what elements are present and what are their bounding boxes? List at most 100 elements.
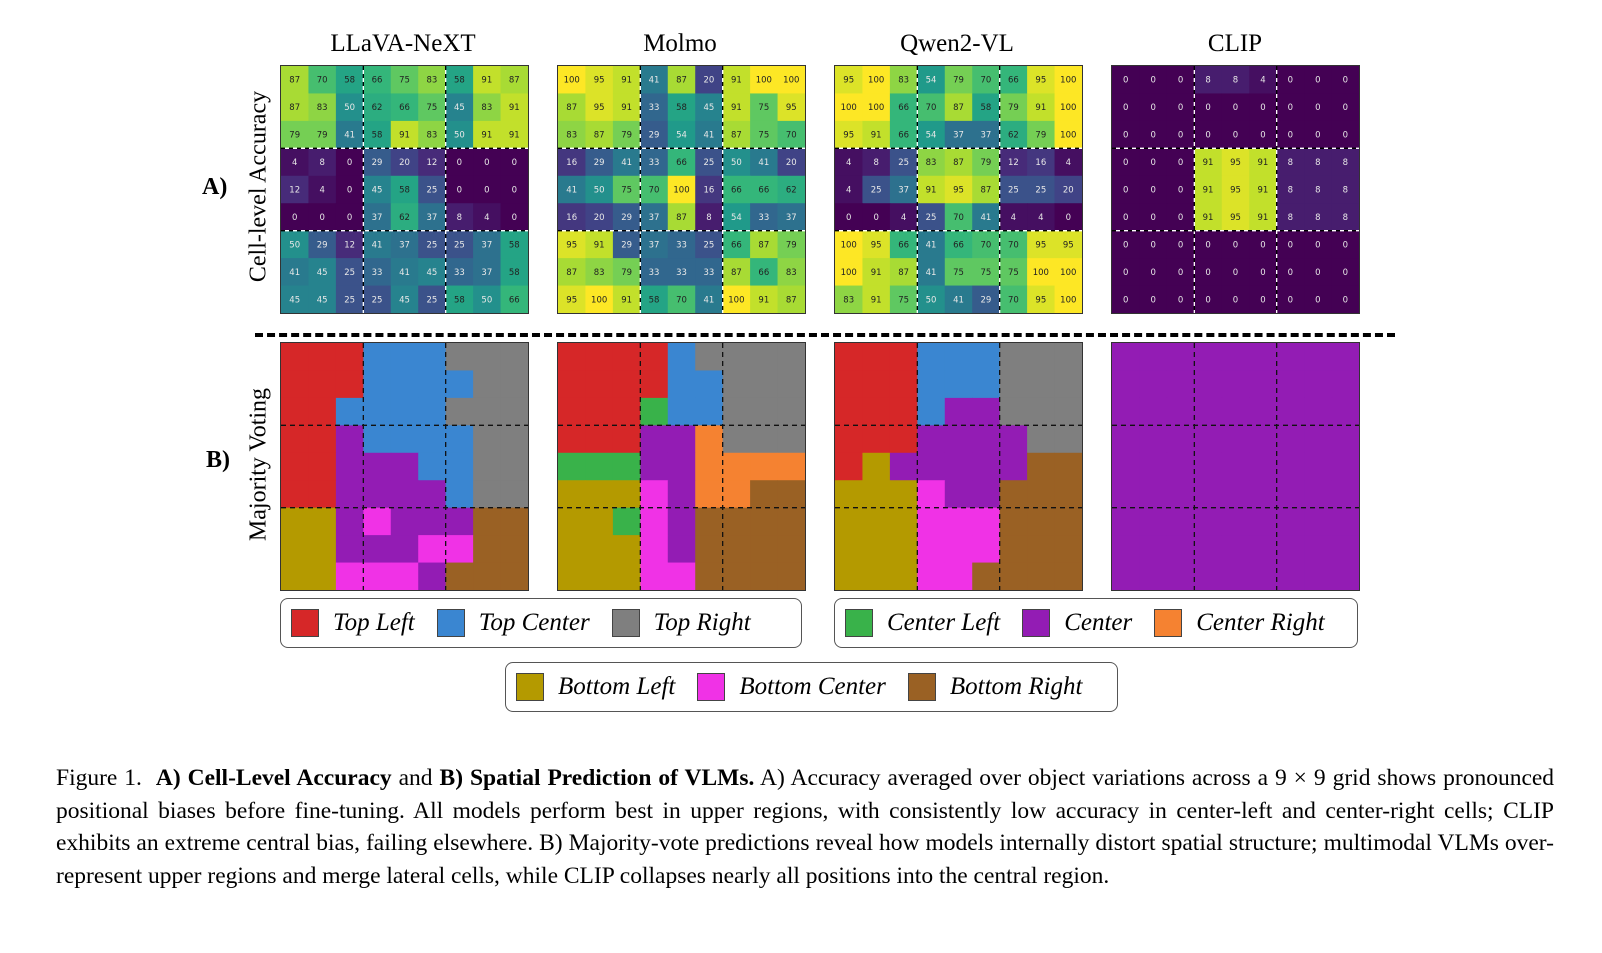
- accuracy-cell: [862, 66, 891, 94]
- vote-cell: [1194, 425, 1223, 454]
- accuracy-cell: [917, 203, 946, 232]
- accuracy-cell: [1139, 148, 1168, 177]
- vote-cell: [944, 480, 973, 509]
- accuracy-cell: [335, 148, 364, 177]
- vote-cell: [695, 507, 724, 536]
- accuracy-cell: [473, 175, 502, 204]
- accuracy-cell: [695, 285, 724, 313]
- accuracy-cell: [1139, 120, 1168, 149]
- accuracy-cell: [1249, 175, 1278, 204]
- accuracy-cell: [473, 285, 502, 313]
- vote-cell: [722, 535, 751, 564]
- vote-cell: [390, 425, 419, 454]
- accuracy-cell: [473, 148, 502, 177]
- accuracy-cell: [695, 66, 724, 94]
- accuracy-cell-label: 50: [926, 295, 937, 305]
- accuracy-cell: [722, 148, 751, 177]
- accuracy-cell: [500, 175, 528, 204]
- accuracy-cell-label: 0: [1150, 213, 1155, 223]
- accuracy-cell: [612, 230, 641, 259]
- accuracy-cell-label: 25: [704, 158, 715, 168]
- accuracy-cell: [390, 120, 419, 149]
- vote-cell: [750, 562, 779, 590]
- accuracy-cell-label: 45: [399, 295, 410, 305]
- vote-cell: [999, 425, 1028, 454]
- accuracy-cell-label: 58: [372, 131, 383, 141]
- accuracy-cell: [862, 120, 891, 149]
- accuracy-cell: [917, 230, 946, 259]
- vote-cell: [445, 562, 474, 590]
- accuracy-cell-label: 8: [706, 213, 711, 223]
- accuracy-cell-label: 0: [1343, 76, 1348, 86]
- accuracy-cell-label: 87: [594, 131, 605, 141]
- accuracy-cell-label: 33: [704, 268, 715, 278]
- accuracy-cell: [1194, 230, 1223, 259]
- accuracy-cell: [640, 120, 669, 149]
- accuracy-cell: [418, 66, 447, 94]
- accuracy-cell-label: 100: [783, 76, 799, 86]
- accuracy-cell-label: 100: [1060, 76, 1076, 86]
- accuracy-cell-label: 37: [898, 186, 909, 196]
- accuracy-cell: [308, 93, 337, 122]
- vote-cell: [1027, 397, 1056, 426]
- accuracy-cell: [363, 93, 392, 122]
- vote-cell: [862, 535, 891, 564]
- legend-item: Bottom Right: [907, 673, 1083, 701]
- accuracy-cell: [667, 148, 696, 177]
- accuracy-cell-label: 8: [319, 158, 324, 168]
- voting-map-llava-next: [280, 342, 529, 591]
- accuracy-cell-label: 79: [621, 268, 632, 278]
- accuracy-cell-label: 95: [1230, 186, 1241, 196]
- accuracy-cell-label: 100: [591, 295, 607, 305]
- accuracy-cell: [972, 120, 1001, 149]
- vote-cell: [889, 562, 918, 590]
- accuracy-cell-label: 83: [317, 103, 328, 113]
- vote-cell: [1194, 452, 1223, 481]
- accuracy-cell: [335, 230, 364, 259]
- accuracy-cell-label: 75: [621, 186, 632, 196]
- vote-cell: [777, 507, 805, 536]
- accuracy-cell-label: 0: [1178, 186, 1183, 196]
- vote-cell: [1249, 343, 1278, 371]
- accuracy-cell-label: 45: [454, 103, 465, 113]
- accuracy-cell-label: 91: [871, 295, 882, 305]
- accuracy-cell: [1194, 175, 1223, 204]
- accuracy-cell: [445, 285, 474, 313]
- accuracy-cell-label: 54: [731, 213, 742, 223]
- accuracy-cell: [750, 258, 779, 287]
- accuracy-cell-label: 0: [484, 186, 489, 196]
- vote-cell: [889, 480, 918, 509]
- accuracy-cell: [1112, 258, 1140, 287]
- accuracy-cell-label: 0: [1233, 131, 1238, 141]
- vote-cell: [473, 507, 502, 536]
- accuracy-cell-label: 4: [901, 213, 906, 223]
- accuracy-cell-label: 91: [758, 295, 769, 305]
- accuracy-cell-label: 0: [1150, 295, 1155, 305]
- vote-cell: [1304, 562, 1333, 590]
- vote-cell: [777, 425, 805, 454]
- accuracy-cell: [1166, 203, 1195, 232]
- legend-label: Top Right: [653, 609, 751, 636]
- accuracy-cell-label: 41: [621, 158, 632, 168]
- legend-label: Center Right: [1196, 609, 1325, 636]
- vote-cell: [418, 397, 447, 426]
- accuracy-cell-label: 45: [704, 103, 715, 113]
- accuracy-cell-label: 91: [594, 240, 605, 250]
- vote-cell: [722, 397, 751, 426]
- accuracy-cell-label: 8: [1343, 186, 1348, 196]
- accuracy-cell-label: 95: [843, 76, 854, 86]
- accuracy-cell-label: 8: [1315, 186, 1320, 196]
- vote-cell: [1054, 425, 1082, 454]
- accuracy-cell: [1221, 148, 1250, 177]
- accuracy-cell: [1166, 258, 1195, 287]
- legend-label: Bottom Right: [949, 673, 1083, 700]
- accuracy-cell-label: 41: [926, 240, 937, 250]
- vote-cell: [640, 562, 669, 590]
- accuracy-cell: [1194, 93, 1223, 122]
- accuracy-cell-label: 29: [621, 240, 632, 250]
- vote-cell: [1249, 507, 1278, 536]
- vote-cell: [889, 397, 918, 426]
- vote-cell: [363, 480, 392, 509]
- vote-cell: [640, 397, 669, 426]
- accuracy-cell-label: 8: [1205, 76, 1210, 86]
